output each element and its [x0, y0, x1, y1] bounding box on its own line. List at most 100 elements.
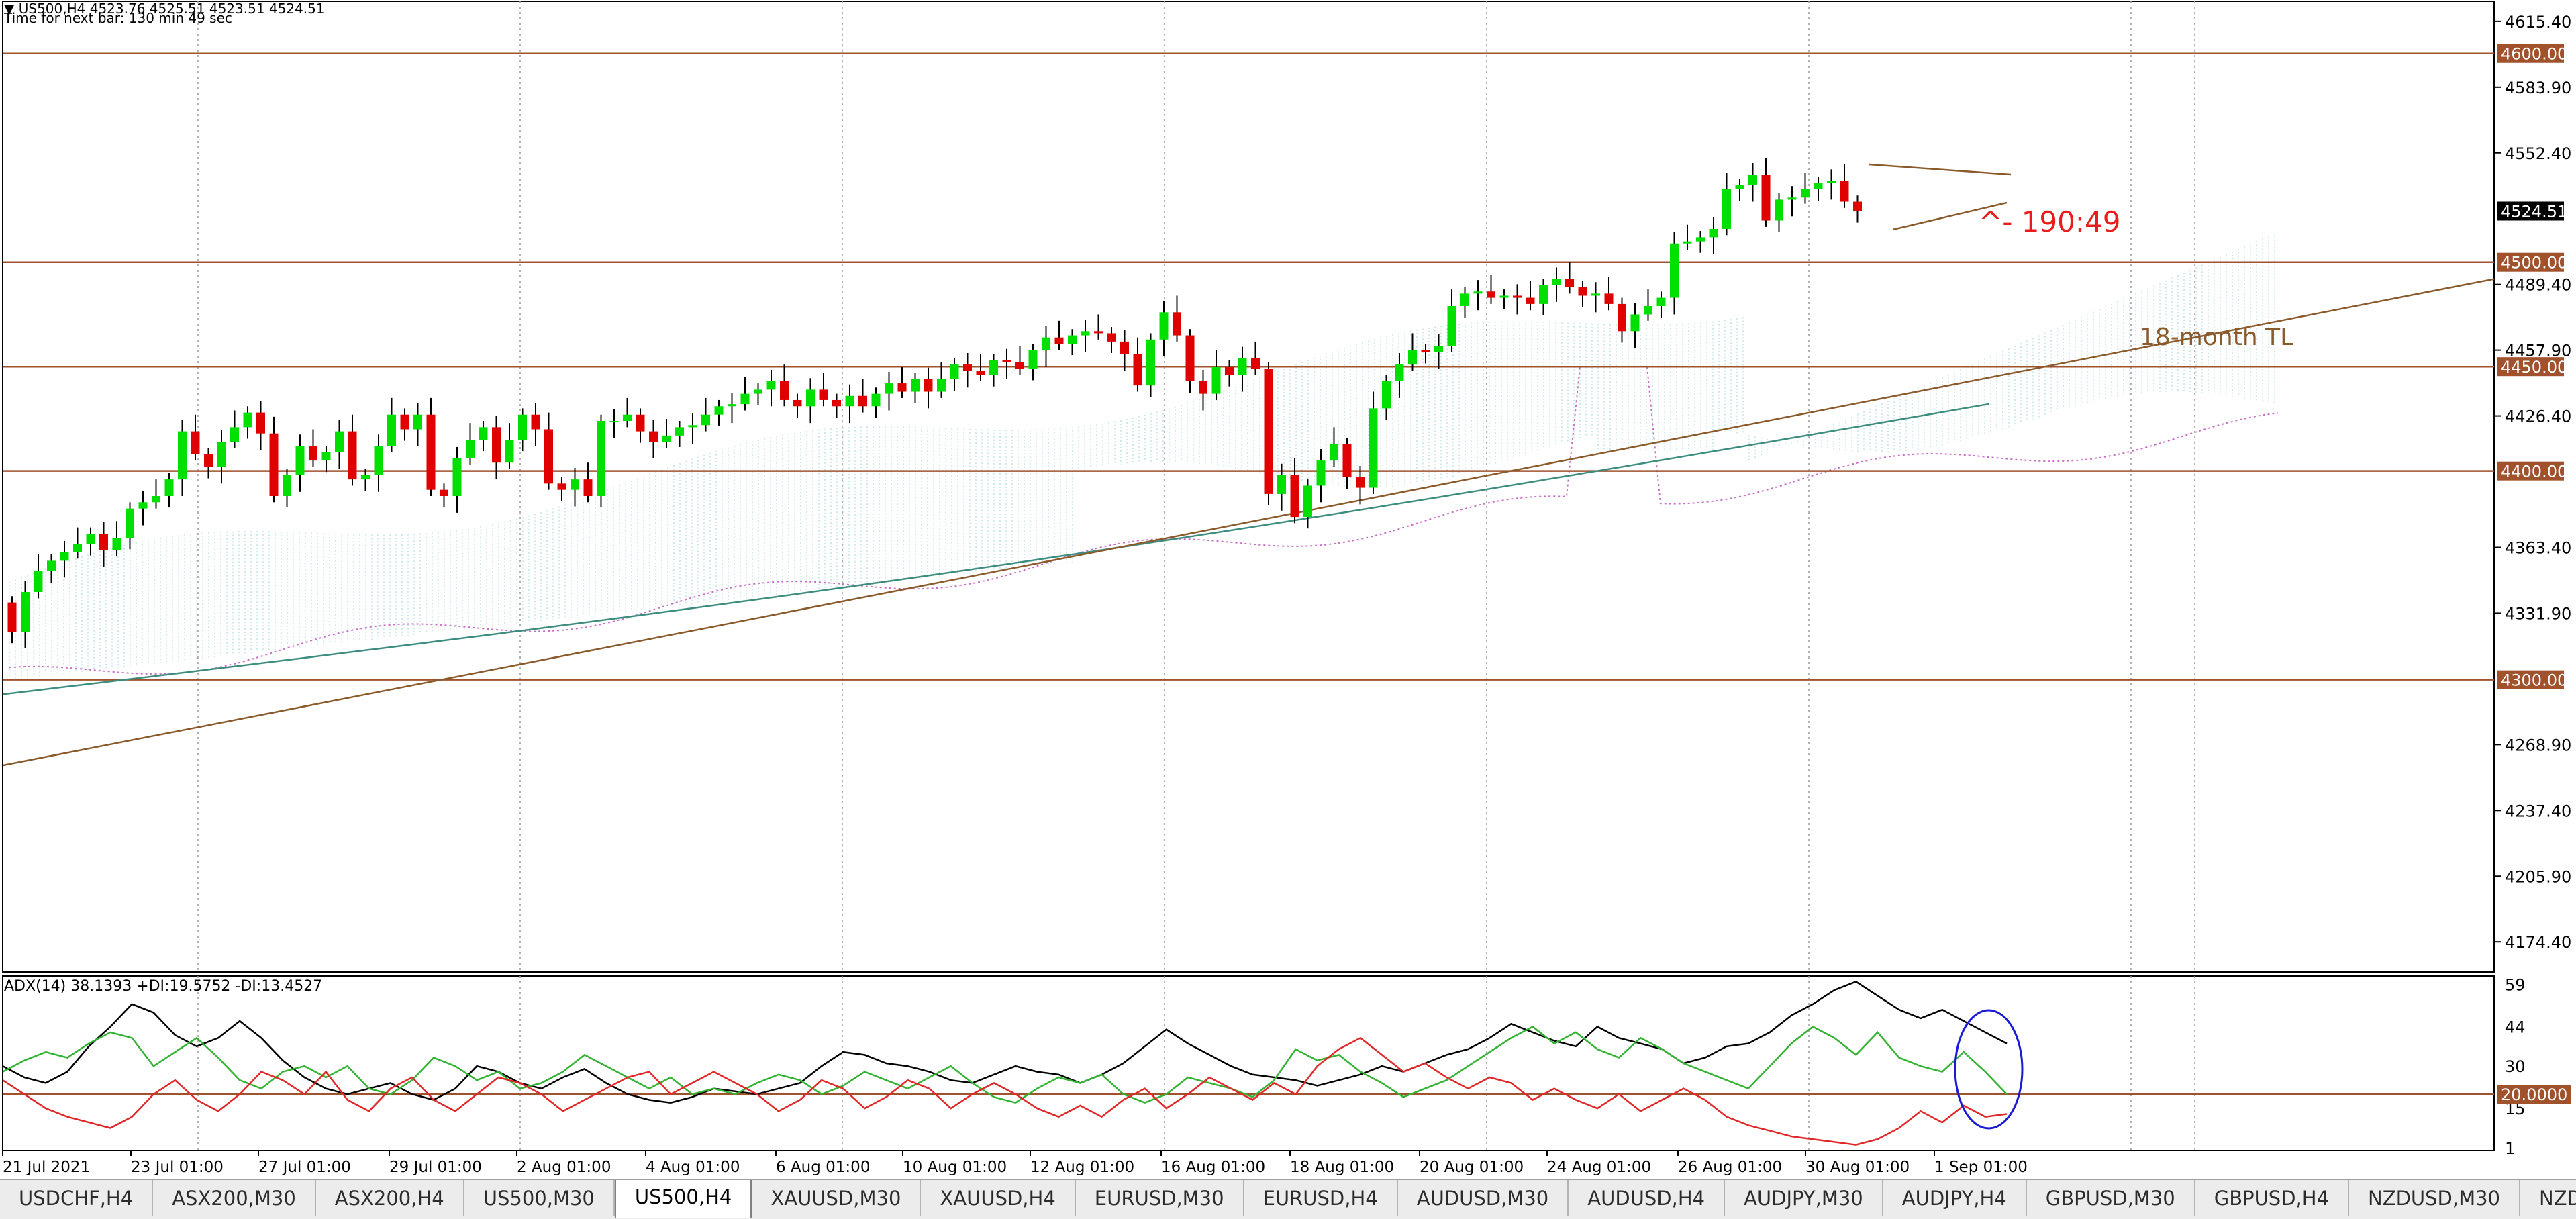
candle-body [86, 533, 95, 544]
adx-y-tick-label: 1 [2505, 1139, 2515, 1158]
tab-us500-h4[interactable]: US500,H4 [614, 1180, 752, 1218]
candle-body [426, 414, 436, 490]
candle-body [295, 446, 305, 475]
adx-series-line [2, 1036, 2008, 1146]
candle-body [1814, 183, 1823, 189]
candle-body [609, 421, 619, 423]
candle-body [924, 379, 933, 392]
candle-body [1473, 291, 1483, 294]
tab-gbpusd-h4[interactable]: GBPUSD,H4 [2195, 1180, 2350, 1216]
candle-body [1028, 350, 1038, 369]
tab-audusd-m30[interactable]: AUDUSD,M30 [1398, 1180, 1569, 1216]
tab-asx200-h4[interactable]: ASX200,H4 [316, 1180, 464, 1216]
tab-audusd-h4[interactable]: AUDUSD,H4 [1569, 1180, 1726, 1216]
tab-eurusd-h4[interactable]: EURUSD,H4 [1244, 1180, 1398, 1216]
candle-body [793, 399, 802, 407]
moving-average-line [2, 403, 1990, 695]
candle-body [1801, 189, 1810, 198]
candle-body [1042, 337, 1050, 350]
candle-body [309, 446, 317, 461]
level-price-tag [2497, 461, 2564, 481]
y-tick-label: 4363.40 [2505, 538, 2571, 557]
candle-body [1787, 197, 1797, 200]
tab-nzdusd-h4[interactable]: NZDUSD,H4 [2520, 1180, 2576, 1216]
candle-body [1094, 331, 1103, 334]
y-tick-label: 4583.90 [2505, 79, 2571, 97]
tab-us500-m30[interactable]: US500,M30 [464, 1180, 615, 1216]
candle-body [1342, 444, 1352, 478]
tab-nzdusd-m30[interactable]: NZDUSD,M30 [2349, 1180, 2521, 1216]
level-price-label: 4600.00 [2501, 45, 2567, 64]
candle-body [1539, 285, 1548, 304]
candle-body [819, 389, 828, 400]
adx-y-tick-label: 30 [2505, 1057, 2526, 1076]
next-bar-timer: Time for next bar: 130 min 49 sec [4, 10, 232, 26]
candle-body [963, 364, 972, 371]
candle-body [1775, 199, 1783, 221]
trendline-label: 18-month TL [2140, 324, 2293, 351]
y-tick-label: 4615.40 [2505, 13, 2571, 32]
price-plot-frame [2, 1, 2495, 973]
adx-series-line [2, 1026, 2008, 1104]
candle-body [400, 414, 409, 430]
tab-gbpusd-m30[interactable]: GBPUSD,M30 [2027, 1180, 2195, 1216]
candle-body [1552, 279, 1561, 285]
x-date-label: 24 Aug 01:00 [1547, 1159, 1651, 1176]
candle-body [138, 502, 148, 509]
candle-body [361, 475, 370, 480]
candle-body [636, 414, 645, 432]
tab-audjpy-m30[interactable]: AUDJPY,M30 [1725, 1180, 1883, 1216]
candle-body [1827, 181, 1836, 183]
candle-body [714, 406, 724, 415]
chart-tab-bar: USDCHF,H4 ASX200,M30 ASX200,H4 US500,M30 US5… [0, 1179, 2576, 1219]
candle-body [1421, 350, 1430, 352]
candle-body [1382, 381, 1391, 409]
candle-body [1487, 291, 1495, 298]
tab-audjpy-h4[interactable]: AUDJPY,H4 [1883, 1180, 2027, 1216]
tab-xauusd-h4[interactable]: XAUUSD,H4 [921, 1180, 1076, 1216]
candle-body [728, 404, 736, 407]
ichimoku-cloud [9, 233, 2275, 680]
tab-asx200-m30[interactable]: ASX200,M30 [153, 1180, 316, 1216]
candle-body [518, 414, 527, 440]
candle-body [1709, 228, 1718, 238]
candle-body [989, 360, 998, 375]
candle-body [583, 479, 593, 496]
x-date-label: 12 Aug 01:00 [1030, 1159, 1134, 1176]
price-chart[interactable]: ^- 190:49 18-month TL 4615.40 4583.90 4552.4… [0, 0, 2576, 975]
candle-body [1133, 354, 1142, 386]
candle-body [1316, 460, 1326, 486]
candle-body [1211, 367, 1221, 394]
candle-body [832, 399, 841, 407]
candle-body [1513, 295, 1522, 298]
triangle-upper-line [1869, 163, 2012, 176]
candle-body [1670, 243, 1679, 298]
candle-body [557, 483, 566, 490]
candle-body [230, 427, 239, 442]
candle-body [1447, 306, 1456, 346]
candle-body [623, 414, 632, 422]
candle-body [1644, 306, 1652, 315]
candle-body [269, 433, 279, 496]
candle-body [1618, 303, 1626, 332]
candle-body [1277, 475, 1286, 494]
candle-body [1303, 485, 1312, 518]
candle-body [1107, 333, 1116, 342]
tab-usdchf-h4[interactable]: USDCHF,H4 [0, 1180, 154, 1216]
candle-body [21, 592, 30, 632]
candle-body [950, 364, 959, 379]
candle-body [662, 435, 671, 442]
candle-body [1146, 339, 1155, 386]
tab-eurusd-m30[interactable]: EURUSD,M30 [1076, 1180, 1244, 1216]
candle-body [374, 446, 383, 475]
x-date-label: 1 Sep 01:00 [1934, 1159, 2028, 1176]
tab-xauusd-m30[interactable]: XAUUSD,M30 [752, 1180, 922, 1216]
candle-body [283, 475, 291, 496]
y-tick-label: 4174.40 [2505, 933, 2571, 952]
candle-body [479, 427, 488, 440]
candle-body [34, 571, 43, 593]
candle-body [806, 389, 815, 407]
y-tick-label: 4237.40 [2505, 801, 2571, 820]
adx-reference-tag [2497, 1085, 2571, 1104]
